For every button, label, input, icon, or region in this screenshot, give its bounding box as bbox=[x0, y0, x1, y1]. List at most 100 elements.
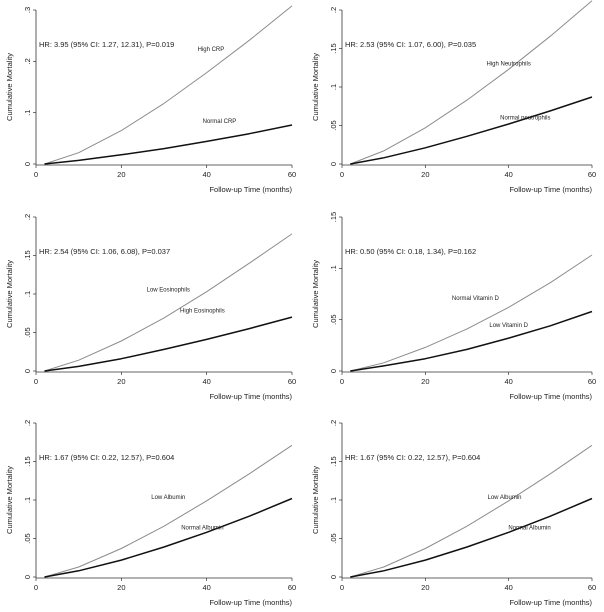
y-axis-title: Cumulative Mortality bbox=[311, 260, 320, 328]
x-tick-label: 60 bbox=[588, 170, 596, 179]
y-tick-label: .05 bbox=[23, 327, 32, 337]
series-line-2 bbox=[44, 124, 293, 165]
series-line-1 bbox=[44, 233, 293, 372]
y-tick-label: .2 bbox=[329, 420, 338, 426]
x-tick-label: 60 bbox=[588, 583, 596, 592]
y-tick-label: 0 bbox=[329, 162, 338, 166]
y-tick-label: .1 bbox=[329, 497, 338, 503]
x-tick-label: 40 bbox=[504, 377, 512, 386]
series-line-2 bbox=[44, 316, 293, 372]
x-tick-label: 20 bbox=[117, 170, 125, 179]
x-axis-title: Follow-up Time (months) bbox=[509, 598, 592, 607]
y-tick-label: .05 bbox=[329, 314, 338, 324]
x-axis-title: Follow-up Time (months) bbox=[209, 392, 292, 401]
y-tick-label: .2 bbox=[23, 214, 32, 220]
series-label-2: High Eosinophils bbox=[180, 308, 225, 314]
hazard-ratio-text: HR: 2.54 (95% CI: 1.06, 6.08), P=0.037 bbox=[39, 247, 170, 256]
y-tick-label: 0 bbox=[329, 369, 338, 373]
y-axis-title: Cumulative Mortality bbox=[5, 53, 14, 121]
y-tick-label: .3 bbox=[23, 7, 32, 13]
y-tick-label: .05 bbox=[329, 533, 338, 543]
y-axis-title: Cumulative Mortality bbox=[5, 260, 14, 328]
y-tick-label: .2 bbox=[23, 420, 32, 426]
y-tick-label: .1 bbox=[329, 84, 338, 90]
series-label-2: Normal neutrophils bbox=[500, 115, 550, 121]
y-tick-label: .15 bbox=[23, 456, 32, 466]
y-tick-label: .15 bbox=[23, 250, 32, 260]
y-tick-label: .2 bbox=[23, 58, 32, 64]
chart-panel-2: 0 .05 .1 .15 .2 0 20 40 60 Follow-up Time (months… bbox=[311, 0, 596, 194]
y-tick-label: .05 bbox=[23, 533, 32, 543]
x-tick-label: 60 bbox=[588, 377, 596, 386]
series-label-1: Low Eosinophils bbox=[147, 288, 190, 294]
y-tick-label: 0 bbox=[23, 369, 32, 373]
series-label-2: Normal Albumin bbox=[508, 525, 550, 531]
x-tick-label: 20 bbox=[421, 583, 429, 592]
x-tick-label: 0 bbox=[34, 583, 38, 592]
chart-panel-3: 0 .05 .1 .15 .2 0 20 40 60 Follow-up Time (months… bbox=[5, 214, 296, 401]
series-label-1: Low Albumin bbox=[151, 495, 185, 501]
hazard-ratio-text: HR: 3.95 (95% CI: 1.27, 12.31), P=0.019 bbox=[39, 40, 174, 49]
y-axis-title: Cumulative Mortality bbox=[5, 466, 14, 534]
x-tick-label: 40 bbox=[504, 170, 512, 179]
series-line-2 bbox=[350, 310, 593, 372]
series-line-1 bbox=[350, 444, 593, 578]
x-tick-label: 60 bbox=[288, 170, 296, 179]
y-tick-label: 0 bbox=[23, 575, 32, 579]
x-tick-label: 0 bbox=[340, 377, 344, 386]
series-line-2 bbox=[44, 497, 293, 578]
x-tick-label: 20 bbox=[117, 377, 125, 386]
x-axis-title: Follow-up Time (months) bbox=[509, 185, 592, 194]
series-label-1: High CRP bbox=[198, 47, 225, 53]
series-label-2: Low Vitamin D bbox=[489, 323, 528, 329]
series-line-1 bbox=[350, 254, 593, 372]
y-tick-label: .2 bbox=[329, 7, 338, 13]
y-tick-label: 0 bbox=[23, 162, 32, 166]
series-line-2 bbox=[350, 96, 593, 165]
series-label-2: Normal CRP bbox=[203, 119, 237, 125]
x-axis-title: Follow-up Time (months) bbox=[209, 598, 292, 607]
x-tick-label: 60 bbox=[288, 377, 296, 386]
x-tick-label: 0 bbox=[340, 583, 344, 592]
y-tick-label: .1 bbox=[23, 291, 32, 297]
series-line-2 bbox=[350, 497, 593, 578]
x-axis-title: Follow-up Time (months) bbox=[209, 185, 292, 194]
hazard-ratio-text: HR: 1.67 (95% CI: 0.22, 12.57), P=0.604 bbox=[345, 453, 480, 462]
series-line-1 bbox=[44, 444, 293, 578]
series-label-1: High Neutrophils bbox=[486, 61, 530, 67]
x-tick-label: 0 bbox=[340, 170, 344, 179]
x-tick-label: 0 bbox=[34, 377, 38, 386]
x-tick-label: 40 bbox=[202, 377, 210, 386]
y-tick-label: .1 bbox=[23, 497, 32, 503]
hazard-ratio-text: HR: 0.50 (95% CI: 0.18, 1.34), P=0.162 bbox=[345, 247, 476, 256]
series-label-1: Low Albumin bbox=[487, 495, 521, 501]
y-axis-title: Cumulative Mortality bbox=[311, 53, 320, 121]
y-tick-label: .15 bbox=[329, 212, 338, 222]
chart-panel-1: 0 .1 .2 .3 0 20 40 60 Follow-up Time (months) Cum… bbox=[5, 5, 296, 194]
x-axis-title: Follow-up Time (months) bbox=[509, 392, 592, 401]
chart-panel-4: 0 .05 .1 .15 0 20 40 60 Follow-up Time (months) C… bbox=[311, 212, 596, 401]
x-tick-label: 40 bbox=[202, 583, 210, 592]
y-tick-label: .15 bbox=[329, 43, 338, 53]
y-tick-label: 0 bbox=[329, 575, 338, 579]
chart-panel-6: 0 .05 .1 .15 .2 0 20 40 60 Follow-up Time (months… bbox=[311, 420, 596, 607]
y-tick-label: .05 bbox=[329, 120, 338, 130]
x-tick-label: 40 bbox=[202, 170, 210, 179]
hazard-ratio-text: HR: 1.67 (95% CI: 0.22, 12.57), P=0.604 bbox=[39, 453, 174, 462]
x-tick-label: 20 bbox=[117, 583, 125, 592]
x-tick-label: 0 bbox=[34, 170, 38, 179]
x-tick-label: 20 bbox=[421, 377, 429, 386]
x-tick-label: 20 bbox=[421, 170, 429, 179]
y-tick-label: .15 bbox=[329, 456, 338, 466]
series-label-1: Normal Vitamin D bbox=[452, 296, 500, 302]
y-tick-label: .1 bbox=[23, 110, 32, 116]
series-line-1 bbox=[44, 5, 293, 165]
series-line-1 bbox=[350, 0, 593, 165]
hazard-ratio-text: HR: 2.53 (95% CI: 1.07, 6.00), P=0.035 bbox=[345, 40, 476, 49]
x-tick-label: 60 bbox=[288, 583, 296, 592]
chart-panel-5: 0 .05 .1 .15 .2 0 20 40 60 Follow-up Time (months… bbox=[5, 420, 296, 607]
x-tick-label: 40 bbox=[504, 583, 512, 592]
y-axis-title: Cumulative Mortality bbox=[311, 466, 320, 534]
y-tick-label: .1 bbox=[329, 265, 338, 271]
